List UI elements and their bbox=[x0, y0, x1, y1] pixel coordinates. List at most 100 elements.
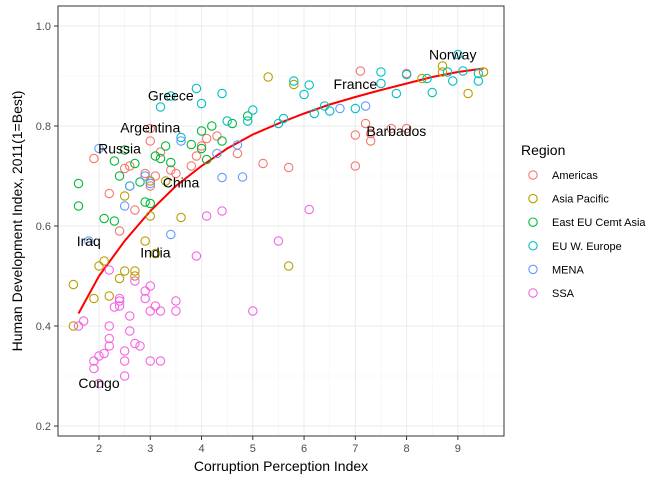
series-ssa bbox=[73, 204, 314, 389]
data-point bbox=[217, 206, 227, 216]
legend-key bbox=[528, 170, 538, 180]
x-tick-label: 6 bbox=[301, 443, 307, 455]
data-point bbox=[232, 140, 243, 150]
point-label: Russia bbox=[98, 141, 141, 157]
data-point bbox=[73, 201, 84, 211]
data-point bbox=[150, 171, 161, 181]
data-point bbox=[289, 76, 299, 86]
data-point bbox=[155, 306, 166, 316]
legend: Region Americas Asia Pacific East EU Cemt … bbox=[521, 142, 646, 300]
data-point bbox=[365, 136, 376, 146]
data-point bbox=[130, 271, 140, 281]
data-point bbox=[191, 251, 202, 261]
plot-border bbox=[57, 5, 505, 437]
data-point bbox=[217, 136, 227, 146]
legend-key bbox=[528, 241, 538, 251]
data-point bbox=[130, 158, 140, 169]
data-point bbox=[258, 158, 268, 169]
data-point bbox=[145, 211, 156, 221]
series-mena bbox=[84, 101, 371, 246]
data-point bbox=[171, 306, 181, 316]
data-point bbox=[319, 101, 330, 111]
data-point bbox=[145, 136, 156, 146]
legend-key bbox=[528, 217, 538, 227]
data-point bbox=[73, 321, 84, 331]
data-point bbox=[417, 73, 427, 84]
data-point bbox=[350, 103, 361, 114]
data-point bbox=[155, 102, 166, 112]
legend-key bbox=[528, 193, 538, 204]
data-point bbox=[222, 116, 232, 126]
x-axis-ticks: 2 3 4 5 6 7 8 9 bbox=[96, 436, 461, 455]
legend-label: SSA bbox=[552, 288, 575, 300]
series-asia-pacific bbox=[68, 61, 489, 331]
data-point bbox=[376, 67, 386, 77]
data-point bbox=[145, 178, 156, 189]
data-point bbox=[104, 265, 115, 275]
data-point bbox=[114, 301, 125, 311]
data-point bbox=[140, 168, 150, 179]
x-tick-label: 7 bbox=[352, 443, 358, 455]
data-point bbox=[186, 139, 197, 150]
data-point bbox=[473, 68, 484, 79]
data-point bbox=[99, 348, 109, 359]
data-point bbox=[437, 67, 448, 77]
data-point bbox=[237, 172, 248, 182]
legend-key bbox=[528, 264, 538, 275]
data-point bbox=[207, 121, 217, 131]
data-point bbox=[176, 136, 186, 146]
data-point bbox=[263, 72, 273, 82]
x-axis-title: Corruption Perception Index bbox=[194, 458, 368, 474]
data-point bbox=[109, 302, 120, 312]
data-point bbox=[201, 133, 212, 144]
data-point bbox=[248, 105, 258, 115]
series-east-eu-cemt-asia bbox=[73, 111, 253, 226]
data-point bbox=[99, 256, 109, 266]
data-point bbox=[114, 296, 125, 306]
data-point bbox=[212, 148, 222, 159]
data-point bbox=[304, 80, 314, 90]
x-tick-label: 2 bbox=[96, 443, 102, 455]
y-axis-title: Human Development Index, 2011(1=Best) bbox=[9, 91, 25, 352]
data-point bbox=[355, 66, 366, 76]
data-point bbox=[135, 341, 145, 351]
data-point bbox=[166, 165, 176, 175]
data-point bbox=[150, 248, 161, 259]
data-point bbox=[335, 103, 345, 114]
data-point bbox=[463, 88, 473, 99]
data-point bbox=[196, 126, 207, 136]
legend-label: Asia Pacific bbox=[552, 194, 609, 206]
data-point bbox=[104, 188, 115, 199]
data-point bbox=[125, 326, 135, 336]
data-point bbox=[130, 266, 140, 276]
data-point bbox=[227, 118, 238, 129]
data-point bbox=[304, 204, 314, 215]
data-point bbox=[289, 79, 299, 90]
data-point bbox=[119, 371, 130, 381]
data-point bbox=[84, 236, 94, 246]
data-point bbox=[242, 116, 253, 126]
data-point bbox=[376, 78, 386, 89]
data-point bbox=[186, 161, 197, 171]
point-label: Norway bbox=[429, 47, 476, 63]
data-point bbox=[458, 66, 468, 76]
data-point bbox=[104, 291, 115, 301]
data-point bbox=[114, 226, 125, 236]
data-point bbox=[160, 141, 171, 151]
data-point bbox=[145, 281, 156, 291]
data-point bbox=[114, 171, 125, 181]
x-tick-label: 9 bbox=[455, 443, 461, 455]
data-point bbox=[140, 171, 150, 181]
data-point bbox=[135, 177, 145, 187]
data-point bbox=[442, 67, 453, 77]
data-point bbox=[140, 286, 150, 296]
data-point bbox=[89, 363, 99, 374]
series-eu-w-europe bbox=[155, 49, 484, 143]
data-point bbox=[437, 61, 448, 71]
data-point bbox=[125, 181, 135, 191]
data-point bbox=[273, 118, 284, 129]
data-point bbox=[140, 197, 150, 207]
legend-label: East EU Cemt Asia bbox=[552, 217, 646, 229]
y-tick-label: 0.2 bbox=[36, 421, 51, 433]
point-label: China bbox=[163, 175, 200, 191]
